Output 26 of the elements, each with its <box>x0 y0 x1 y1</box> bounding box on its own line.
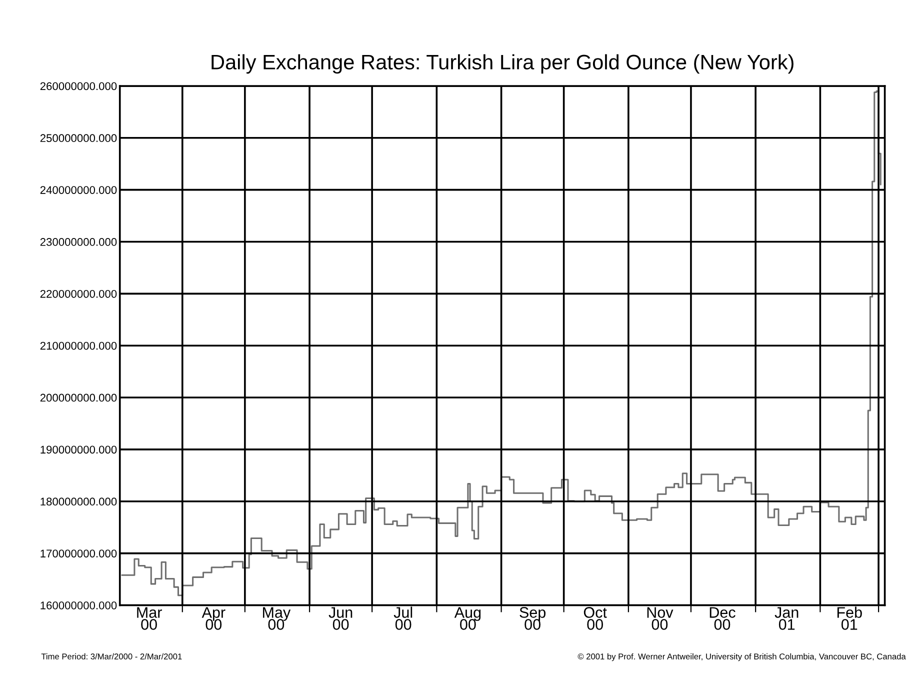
y-tick-label: 220000000.000 <box>40 290 117 298</box>
x-tick-label: Dec 00 <box>710 607 736 630</box>
x-tick-label: Sep 00 <box>520 607 546 630</box>
text: Time Period: 3/Mar/2000 - 2/Mar/2001 <box>41 653 182 660</box>
y-tick-label: 190000000.000 <box>40 446 117 454</box>
y-tick-label: 200000000.000 <box>40 394 117 402</box>
x-tick-label: Aug 00 <box>454 607 481 630</box>
x-tick-label: Nov 00 <box>647 607 674 630</box>
y-tick-label: 210000000.000 <box>40 342 117 350</box>
y-tick-label: 170000000.000 <box>40 550 117 558</box>
y-tick-label: 180000000.000 <box>40 498 117 506</box>
x-tick-label: Jun 00 <box>328 607 352 630</box>
y-tick-label: 260000000.000 <box>40 82 117 90</box>
x-tick-label: May 00 <box>263 607 291 630</box>
y-tick-label: 250000000.000 <box>40 134 117 142</box>
x-tick-label: Feb 01 <box>837 606 862 630</box>
y-tick-label: 240000000.000 <box>40 186 117 194</box>
x-tick-label: Mar 00 <box>137 607 162 630</box>
x-tick-label: Oct 00 <box>584 607 607 630</box>
text: © 2001 by Prof. Werner Antweiler, University of British Columbia, Vancouver BC, Canada <box>578 653 906 662</box>
x-tick-label: Jul 00 <box>394 606 412 630</box>
x-tick-label: Apr 00 <box>202 607 226 630</box>
x-tick-label: Jan 01 <box>774 607 798 630</box>
y-tick-label: 230000000.000 <box>40 238 117 246</box>
chart-title: Daily Exchange Rates: Turkish Lira per Gold Ounce (New York) <box>212 54 794 74</box>
y-tick-label: 160000000.000 <box>40 602 117 610</box>
